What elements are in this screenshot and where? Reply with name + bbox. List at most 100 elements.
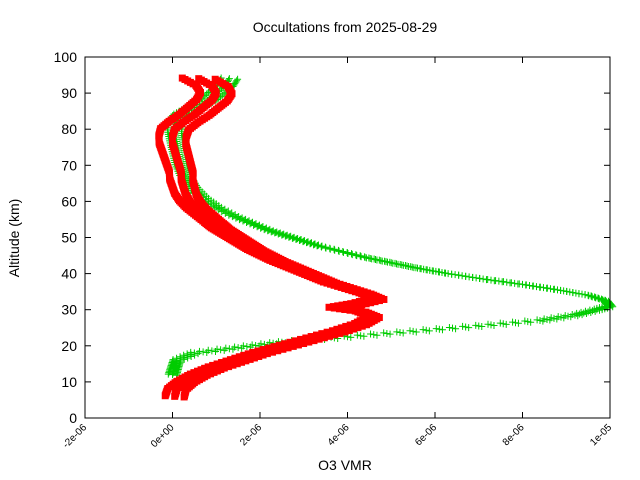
data-point <box>187 348 195 356</box>
data-point <box>514 319 522 327</box>
data-point <box>442 269 450 277</box>
data-point <box>581 291 589 299</box>
data-point <box>231 80 239 88</box>
data-point <box>452 325 460 333</box>
data-point <box>328 327 336 335</box>
data-point <box>240 351 248 359</box>
data-point <box>234 344 242 352</box>
data-point <box>213 345 221 353</box>
data-point <box>290 233 298 241</box>
data-point <box>604 297 612 305</box>
data-point <box>353 331 361 339</box>
data-point <box>472 321 480 329</box>
data-point <box>222 357 230 365</box>
data-point <box>435 268 443 276</box>
data-point <box>195 75 203 83</box>
data-point <box>396 328 404 336</box>
data-point <box>234 75 242 83</box>
data-series-layer <box>155 74 617 401</box>
data-point <box>367 330 375 338</box>
data-point <box>533 316 541 324</box>
data-point <box>225 345 233 353</box>
data-point <box>199 348 207 356</box>
data-point <box>386 258 394 266</box>
data-point <box>291 337 299 345</box>
data-point <box>347 300 355 308</box>
data-point <box>360 332 368 340</box>
data-point <box>459 322 467 330</box>
data-point <box>302 334 310 342</box>
data-point <box>396 260 404 268</box>
data-point <box>462 272 470 280</box>
y-tick-label: 40 <box>61 266 77 282</box>
y-tick-label: 60 <box>61 193 77 209</box>
data-point <box>557 286 565 294</box>
data-point <box>429 267 437 275</box>
x-tick-label: 0e+00 <box>149 422 177 450</box>
x-tick-label: 2e-06 <box>238 422 264 448</box>
data-point <box>186 370 194 378</box>
data-point <box>178 74 186 82</box>
data-point <box>422 326 430 334</box>
data-point <box>173 354 181 362</box>
data-point <box>169 356 177 364</box>
data-point <box>412 328 420 336</box>
data-point <box>351 299 359 307</box>
data-point <box>323 328 331 336</box>
data-point <box>216 205 224 213</box>
data-point <box>269 227 277 235</box>
data-point <box>484 320 492 328</box>
data-point <box>239 342 247 350</box>
y-tick-label: 90 <box>61 85 77 101</box>
data-point <box>226 356 234 364</box>
data-point <box>490 277 498 285</box>
y-tick-label: 80 <box>61 121 77 137</box>
data-point <box>478 323 486 331</box>
data-point <box>218 359 226 367</box>
data-point <box>197 366 205 374</box>
data-point <box>406 327 414 335</box>
data-point <box>381 257 389 265</box>
data-point <box>347 333 355 341</box>
data-point <box>540 315 548 323</box>
data-point <box>208 347 216 355</box>
data-point <box>543 284 551 292</box>
data-point <box>449 324 456 332</box>
data-point <box>352 251 360 259</box>
data-point <box>591 293 599 301</box>
x-axis-label: O3 VMR <box>318 457 372 473</box>
data-point <box>575 290 583 298</box>
data-point <box>211 75 219 83</box>
data-point <box>321 243 329 251</box>
data-point <box>297 236 305 244</box>
data-point <box>605 298 613 306</box>
data-point <box>361 253 369 261</box>
data-point <box>407 263 415 271</box>
data-point <box>334 302 342 310</box>
data-point <box>524 318 532 326</box>
data-point <box>357 307 365 315</box>
data-point <box>334 246 342 254</box>
data-point <box>448 270 456 278</box>
data-point <box>204 346 212 354</box>
data-point <box>275 341 283 349</box>
data-point <box>391 259 399 267</box>
data-point <box>330 245 338 253</box>
data-point <box>254 347 262 355</box>
data-point <box>383 330 391 338</box>
x-tick-label: -2e-06 <box>61 422 90 451</box>
data-point <box>266 225 274 233</box>
data-point <box>360 296 368 304</box>
data-point <box>235 353 243 361</box>
data-point <box>204 363 212 371</box>
data-point <box>270 343 278 351</box>
data-point <box>304 238 312 246</box>
y-tick-label: 0 <box>69 410 77 426</box>
data-point <box>231 211 239 219</box>
data-point <box>276 229 284 237</box>
data-point <box>347 250 355 258</box>
data-point <box>527 318 535 326</box>
data-point <box>273 228 281 236</box>
data-point <box>231 343 239 351</box>
